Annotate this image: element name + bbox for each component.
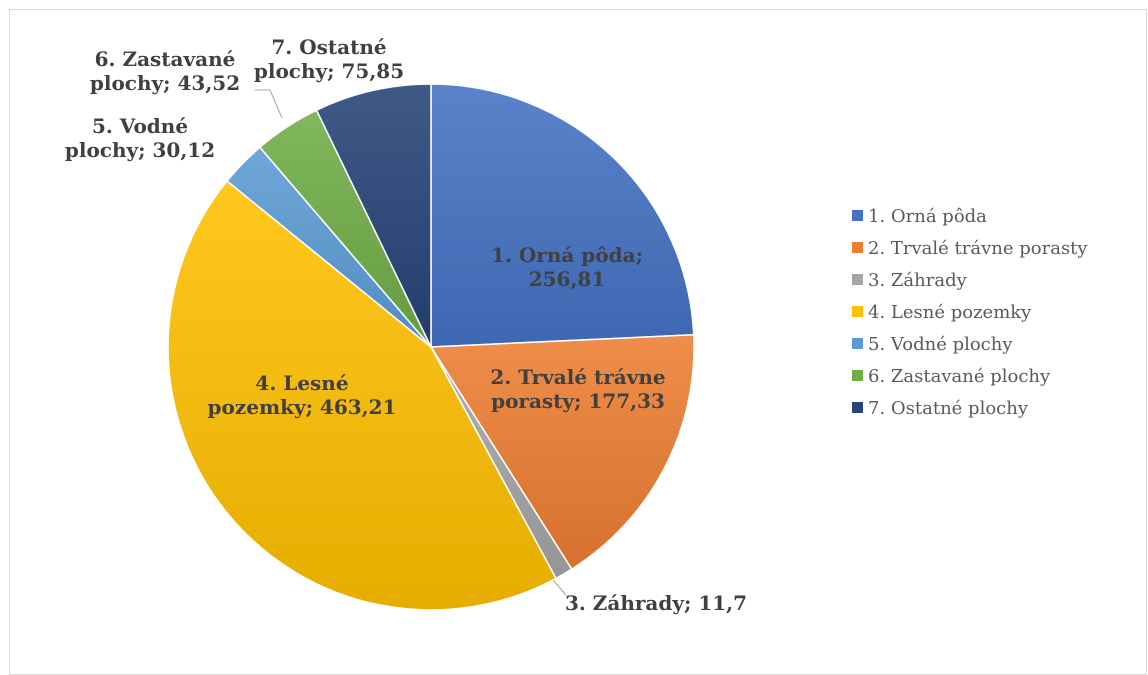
legend-label-lesne-pozemky: 4. Lesné pozemky <box>868 302 1032 323</box>
data-label-trvale-travne-porasty: 2. Trvalé trávne porasty; 177,33 <box>490 365 665 413</box>
data-label-zastavane-plochy: 6. Zastavané plochy; 43,52 <box>90 47 240 95</box>
data-label-ostatne-plochy: 7. Ostatné plochy; 75,85 <box>254 35 404 83</box>
legend-label-ostatne-plochy: 7. Ostatné plochy <box>868 398 1029 419</box>
legend-label-vodne-plochy: 5. Vodné plochy <box>868 334 1013 355</box>
legend-swatch-zastavane-plochy <box>852 370 863 381</box>
pie-slice-trvale-travne-porasty[interactable] <box>429 334 695 571</box>
data-label-zahrady: 3. Záhrady; 11,7 <box>565 591 747 615</box>
data-labels: 1. Orná pôda; 256,81 2. Trvalé trávne poras… <box>65 35 747 615</box>
pie-slices <box>167 83 695 611</box>
pie-slice-lesne-pozemky[interactable] <box>167 179 557 611</box>
legend-swatch-orna-poda <box>852 210 863 221</box>
leader-line-zahrady <box>552 579 567 596</box>
data-label-vodne-plochy: 5. Vodné plochy; 30,12 <box>65 114 215 162</box>
pie-slice-ostatne-plochy[interactable] <box>315 83 432 348</box>
legend-label-zastavane-plochy: 6. Zastavané plochy <box>868 366 1051 387</box>
legend-swatch-vodne-plochy <box>852 338 863 349</box>
pie-slice-orna-poda[interactable] <box>430 83 695 348</box>
data-label-lesne-pozemky: 4. Lesné pozemky; 463,21 <box>208 371 397 419</box>
legend: 1. Orná pôda 2. Trvalé trávne porasty 3. Z… <box>852 206 1088 419</box>
legend-swatch-trvale-travne-porasty <box>852 242 863 253</box>
leader-lines <box>255 89 567 596</box>
legend-label-orna-poda: 1. Orná pôda <box>868 206 987 227</box>
legend-label-zahrady: 3. Záhrady <box>868 270 968 291</box>
legend-swatch-ostatne-plochy <box>852 402 863 413</box>
legend-swatch-lesne-pozemky <box>852 306 863 317</box>
data-label-orna-poda: 1. Orná pôda; 256,81 <box>491 243 643 291</box>
leader-line-zastavane <box>255 89 283 119</box>
legend-swatch-zahrady <box>852 274 863 285</box>
legend-label-trvale-travne-porasty: 2. Trvalé trávne porasty <box>868 238 1088 259</box>
